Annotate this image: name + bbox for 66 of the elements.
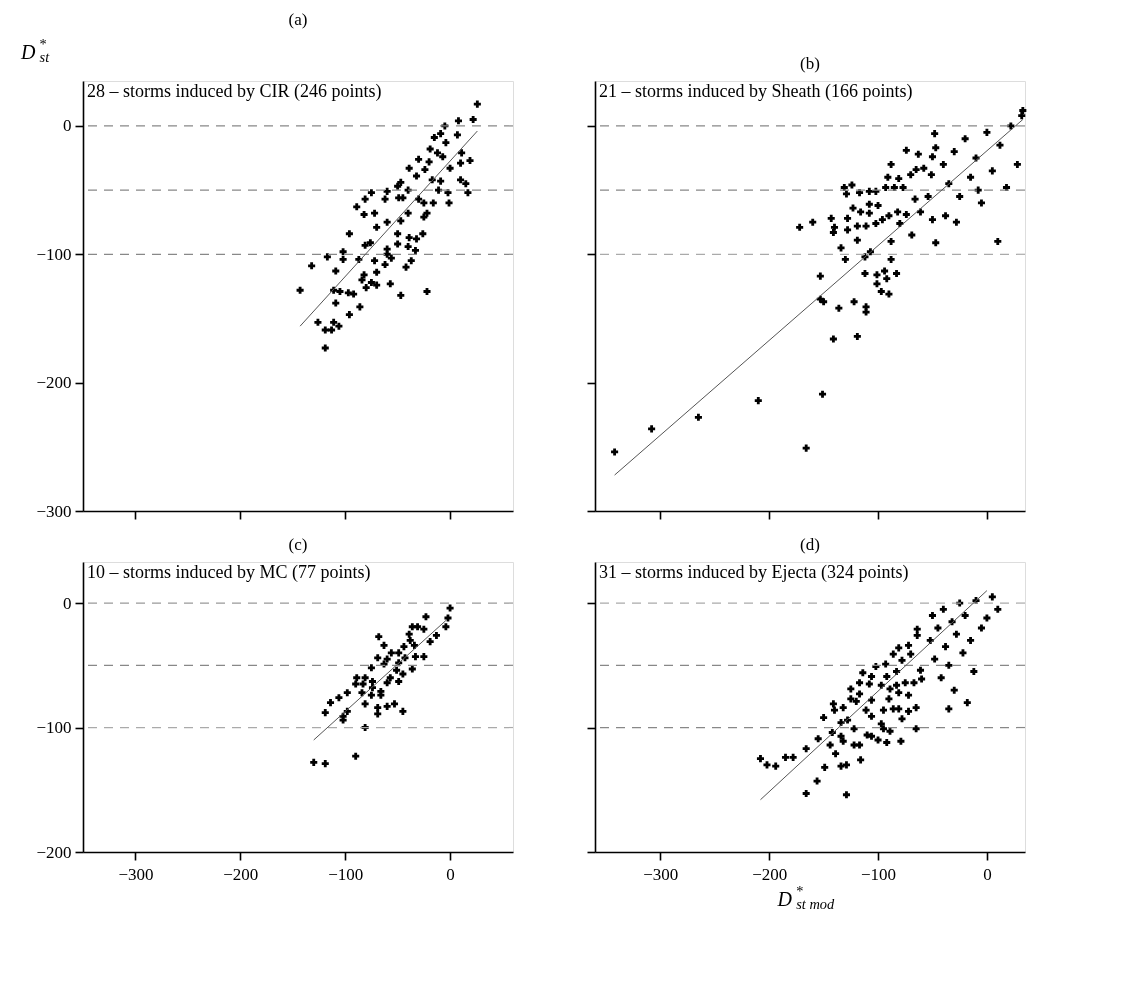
y-tick-label: −300	[36, 501, 72, 521]
chart-title: (b)	[800, 54, 820, 73]
point	[367, 691, 375, 699]
point	[335, 694, 343, 702]
point	[367, 664, 375, 672]
chart-title: (c)	[288, 535, 308, 554]
y-tick-label: −100	[36, 244, 72, 264]
point	[399, 670, 407, 678]
point	[375, 633, 383, 641]
point	[352, 752, 360, 760]
point	[310, 758, 318, 766]
point	[393, 666, 401, 674]
point	[399, 707, 407, 715]
point	[321, 760, 329, 768]
point	[422, 613, 430, 621]
chart-subtitle: 31 – storms induced by Ejecta (324 points)	[599, 562, 909, 583]
point	[411, 653, 419, 661]
point	[374, 710, 382, 718]
point	[353, 674, 361, 682]
y-tick-label: −100	[36, 718, 72, 738]
point	[321, 709, 329, 717]
x-tick-label: 0	[446, 864, 455, 884]
y-tick-label: −200	[36, 842, 72, 862]
point	[380, 641, 388, 649]
chart-title: (d)	[800, 535, 820, 554]
x-tick-label: −300	[643, 864, 679, 884]
point	[339, 716, 347, 724]
point	[383, 655, 391, 663]
x-tick-label: −100	[328, 864, 364, 884]
point	[374, 704, 382, 712]
point	[420, 653, 428, 661]
point	[383, 702, 391, 710]
chart-title: (a)	[288, 10, 308, 30]
point	[432, 631, 440, 639]
point	[377, 691, 385, 699]
point	[420, 625, 428, 633]
chart-subtitle: 21 – storms induced by Sheath (166 points)	[599, 81, 913, 102]
point	[405, 630, 413, 638]
point	[390, 700, 399, 708]
point	[352, 680, 360, 688]
point	[408, 623, 416, 631]
y-tick-label: 0	[63, 116, 72, 136]
point	[395, 649, 403, 657]
y-tick-label: 0	[63, 593, 72, 613]
point	[326, 699, 335, 707]
point	[343, 689, 351, 697]
point	[442, 623, 450, 631]
point	[395, 677, 403, 686]
x-tick-label: −100	[860, 864, 897, 884]
point	[408, 665, 416, 673]
point	[383, 679, 391, 687]
point	[387, 649, 395, 657]
x-tick-label: −300	[118, 864, 154, 884]
point	[406, 636, 414, 644]
x-tick-label: −200	[752, 864, 788, 884]
point	[400, 643, 408, 651]
point	[368, 677, 376, 686]
x-tick-label: −200	[223, 864, 259, 884]
point	[426, 638, 434, 646]
y-tick-label: −200	[36, 373, 72, 393]
point	[361, 700, 369, 708]
chart-subtitle: 28 – storms induced by CIR (246 points)	[87, 81, 382, 102]
point	[361, 674, 369, 682]
point	[374, 654, 382, 662]
x-tick-label: 0	[983, 864, 992, 884]
chart-subtitle: 10 – storms induced by MC (77 points)	[87, 562, 371, 583]
